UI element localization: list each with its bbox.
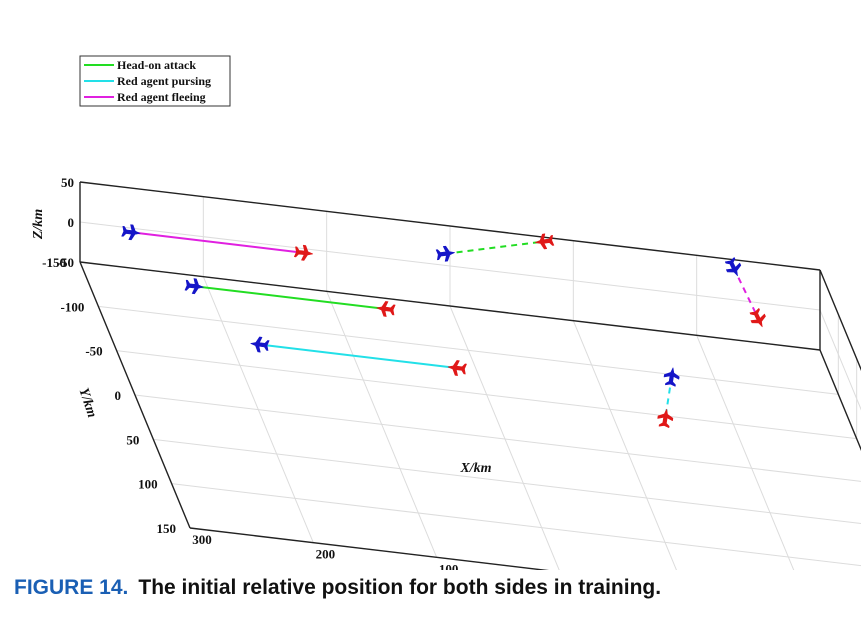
engagement-line-6 xyxy=(732,267,760,320)
red-agent-marker-5 xyxy=(657,408,674,429)
engagement-line-3 xyxy=(259,343,458,369)
floor-grid-x xyxy=(449,305,560,570)
red-agent-marker-2 xyxy=(376,301,396,317)
floor-grid-y xyxy=(116,350,857,440)
agent-markers xyxy=(121,224,766,429)
axis-frame-edge xyxy=(189,527,550,570)
blue-agent-marker-1 xyxy=(121,224,141,241)
jet-icon xyxy=(435,245,455,262)
legend-label-head-on: Head-on attack xyxy=(117,58,196,72)
figure-number: FIGURE 14. xyxy=(14,576,129,599)
axis-frame-edge xyxy=(819,349,861,451)
jet-icon xyxy=(294,244,314,261)
axis-frame-edge xyxy=(79,261,191,529)
jet-icon xyxy=(724,257,742,277)
chart: -300-200-1000100200300-150-100-500501001… xyxy=(31,55,861,570)
z-tick-label: -50 xyxy=(57,255,74,270)
x-tick-label: 200 xyxy=(316,547,336,562)
blue-agent-marker-6 xyxy=(724,257,742,277)
axes-frame xyxy=(79,181,861,570)
x-axis-label: X/km xyxy=(459,461,491,476)
figure-caption-text: The initial relative position for both s… xyxy=(138,576,662,599)
floor-grid-y xyxy=(189,527,548,570)
x-tick-label: 300 xyxy=(192,532,212,547)
y-tick-label: 150 xyxy=(157,521,177,536)
back-wall-grid-z xyxy=(79,221,821,311)
red-agent-marker-1 xyxy=(294,244,314,261)
engagement-line-2 xyxy=(194,285,386,310)
blue-agent-marker-2 xyxy=(184,278,204,295)
jet-icon xyxy=(657,408,674,429)
engagement-line-1 xyxy=(131,231,304,254)
z-tick-label: 0 xyxy=(68,215,75,230)
axis-frame-edge xyxy=(79,181,821,271)
blue-agent-marker-4 xyxy=(435,245,455,262)
axis-frame-edge xyxy=(819,269,861,371)
engagement-lines xyxy=(131,231,760,419)
jet-icon xyxy=(447,360,467,376)
side-wall-grid-z xyxy=(819,349,861,451)
legend-label-fleeing: Red agent fleeing xyxy=(117,90,206,104)
red-agent-marker-3 xyxy=(447,360,467,376)
engagement-line-4 xyxy=(445,240,545,255)
y-tick-label: -100 xyxy=(60,299,84,314)
jet-icon xyxy=(121,224,141,241)
floor-grid-y xyxy=(153,438,861,524)
red-agent-marker-4 xyxy=(535,233,555,250)
tick-labels: -300-200-1000100200300-150-100-500501001… xyxy=(42,175,459,570)
y-tick-label: -150 xyxy=(42,255,66,270)
jet-icon xyxy=(250,336,270,353)
floor-grid-x xyxy=(819,349,861,451)
floor-grid-x xyxy=(696,335,795,570)
y-tick-label: 0 xyxy=(115,388,122,403)
y-tick-label: -50 xyxy=(85,344,102,359)
jet-icon xyxy=(535,233,555,250)
jet-icon xyxy=(749,308,766,328)
red-agent-marker-6 xyxy=(749,308,766,328)
floor-grid-y xyxy=(98,305,839,395)
jet-icon xyxy=(376,301,396,317)
axis-frame-edge xyxy=(79,261,821,351)
floor-grid-y xyxy=(171,483,861,567)
legend: Head-on attack Red agent pursing Red age… xyxy=(79,55,231,107)
blue-agent-marker-5 xyxy=(663,367,680,387)
figure-caption: FIGURE 14. The initial relative position … xyxy=(14,576,661,600)
z-axis-label: Z/km xyxy=(31,209,46,240)
x-tick-label: 100 xyxy=(439,561,459,570)
jet-icon xyxy=(184,278,204,295)
z-tick-label: 50 xyxy=(61,175,74,190)
y-axis-label: Y/km xyxy=(76,386,100,420)
floor-grid-y xyxy=(134,394,861,482)
jet-icon xyxy=(663,367,680,387)
floor-grid-x xyxy=(572,320,677,570)
y-tick-label: 100 xyxy=(138,477,158,492)
legend-label-pursuing: Red agent pursing xyxy=(117,74,211,88)
side-wall-grid-z xyxy=(819,309,861,411)
y-tick-label: 50 xyxy=(126,432,139,447)
side-wall-grid-z xyxy=(819,269,861,371)
blue-agent-marker-3 xyxy=(250,336,270,353)
